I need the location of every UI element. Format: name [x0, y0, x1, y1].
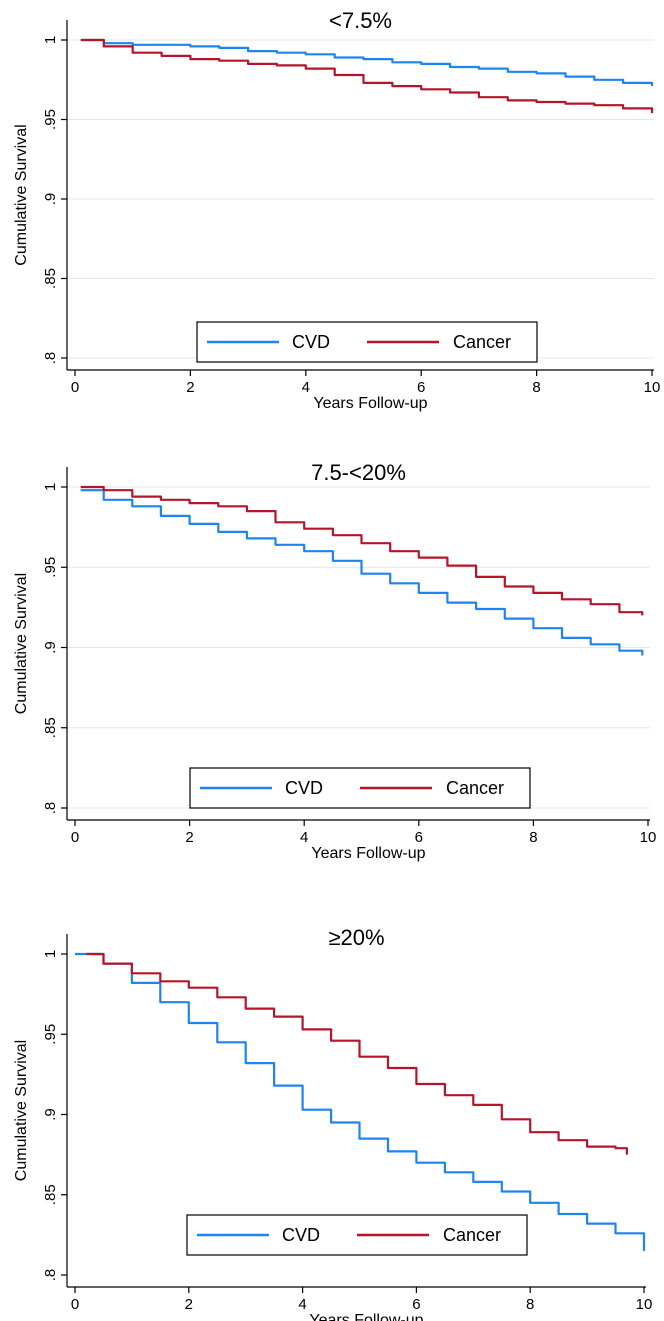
legend-label-cancer: Cancer	[443, 1225, 501, 1245]
x-axis-label: Years Follow-up	[309, 1312, 423, 1321]
chart-title: 7.5-<20%	[311, 460, 406, 485]
x-tick-label: 2	[185, 1296, 193, 1313]
series-line-cvd	[80, 489, 644, 656]
y-tick-label: .95	[42, 1024, 59, 1045]
y-tick-label: 1	[42, 36, 59, 44]
y-tick-label: .8	[42, 1269, 59, 1282]
y-tick-label: .8	[42, 352, 59, 365]
legend-label-cancer: Cancer	[453, 332, 511, 352]
y-tick-label: .95	[42, 109, 59, 130]
legend-label-cancer: Cancer	[446, 778, 504, 798]
chart-title: <7.5%	[329, 8, 392, 33]
x-tick-label: 4	[298, 1296, 306, 1313]
x-tick-label: 2	[185, 829, 193, 846]
chart-title: ≥20%	[328, 925, 384, 950]
x-axis-label: Years Follow-up	[313, 395, 427, 412]
y-axis-label: Cumulative Survival	[13, 124, 30, 265]
y-tick-label: .9	[42, 193, 59, 206]
x-tick-label: 6	[415, 829, 423, 846]
y-tick-label: .9	[42, 1108, 59, 1121]
x-tick-label: 0	[71, 829, 79, 846]
x-tick-label: 10	[636, 1296, 653, 1313]
y-tick-label: .9	[42, 641, 59, 654]
y-axis-label: Cumulative Survival	[13, 573, 30, 714]
x-tick-label: 6	[417, 379, 425, 396]
y-tick-label: 1	[42, 950, 59, 958]
y-tick-label: 1	[42, 483, 59, 491]
series-line-cancer	[80, 38, 654, 114]
y-tick-label: .85	[42, 268, 59, 289]
legend-label-cvd: CVD	[292, 332, 330, 352]
x-tick-label: 10	[644, 379, 661, 396]
y-axis-label: Cumulative Survival	[13, 1040, 30, 1181]
series-line-cancer	[80, 485, 644, 616]
x-tick-label: 10	[640, 829, 657, 846]
x-tick-label: 0	[71, 379, 79, 396]
y-tick-label: .85	[42, 717, 59, 738]
series-line-cancer	[86, 952, 628, 1155]
x-tick-label: 6	[412, 1296, 420, 1313]
x-tick-label: 8	[532, 379, 540, 396]
y-tick-label: .85	[42, 1184, 59, 1205]
x-tick-label: 0	[71, 1296, 79, 1313]
x-tick-label: 8	[529, 829, 537, 846]
y-tick-label: .8	[42, 802, 59, 815]
legend-label-cvd: CVD	[285, 778, 323, 798]
legend-label-cvd: CVD	[282, 1225, 320, 1245]
series-line-cvd	[80, 38, 654, 87]
series-line-cvd	[75, 952, 646, 1251]
x-axis-label: Years Follow-up	[311, 845, 425, 862]
x-tick-label: 4	[300, 829, 308, 846]
x-tick-label: 8	[526, 1296, 534, 1313]
x-tick-label: 4	[302, 379, 310, 396]
y-tick-label: .95	[42, 557, 59, 578]
x-tick-label: 2	[186, 379, 194, 396]
